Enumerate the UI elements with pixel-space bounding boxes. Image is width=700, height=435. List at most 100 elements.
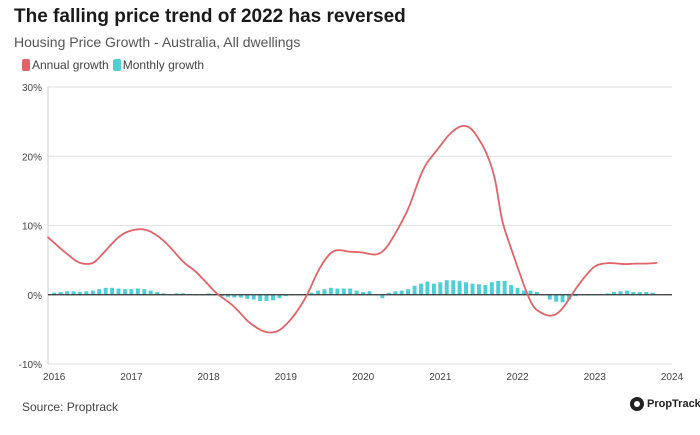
x-tick-labels: 2016 2017 2018 2019 2020 2021 2022 2023 2024: [43, 372, 684, 383]
monthly-bar: [328, 287, 333, 295]
y-tick-label: 10%: [22, 222, 42, 233]
monthly-bar: [457, 280, 462, 295]
brand-name: PropTrack: [647, 398, 700, 410]
monthly-bar: [116, 288, 121, 295]
legend-item-annual[interactable]: Annual growth: [22, 58, 109, 72]
monthly-bar: [470, 283, 475, 295]
monthly-bar: [399, 290, 404, 295]
grid-lines: [47, 86, 672, 365]
monthly-bar: [77, 291, 82, 295]
monthly-bar: [245, 294, 250, 299]
proptrack-logo-icon: [630, 397, 644, 411]
monthly-bar: [489, 282, 494, 295]
monthly-bar: [386, 292, 391, 295]
monthly-bar: [464, 282, 469, 295]
bars-layer: [52, 280, 655, 303]
line-layer: [47, 124, 658, 334]
monthly-bar: [476, 284, 481, 295]
monthly-bar: [361, 291, 366, 295]
monthly-bar: [521, 290, 526, 295]
monthly-bar: [483, 285, 488, 295]
monthly-bar: [515, 287, 520, 295]
monthly-bar: [412, 285, 417, 295]
monthly-bar: [123, 289, 127, 295]
monthly-bar: [444, 280, 449, 295]
x-tick-label: 2021: [429, 372, 452, 383]
monthly-bar: [155, 291, 160, 295]
monthly-bar: [270, 294, 275, 301]
monthly-bar: [251, 294, 256, 300]
monthly-bar: [142, 289, 147, 295]
monthly-bar: [232, 294, 237, 298]
monthly-bar: [258, 294, 263, 301]
monthly-bar: [148, 290, 153, 295]
chart-title: The falling price trend of 2022 has reve…: [14, 6, 406, 27]
y-tick-labels: -10% 0% 10% 20% 30%: [19, 83, 42, 371]
y-tick-label: 20%: [22, 152, 42, 163]
monthly-bar: [341, 288, 346, 295]
x-tick-label: 2022: [506, 372, 529, 383]
monthly-bar: [65, 291, 70, 295]
x-tick-label: 2019: [275, 372, 298, 383]
brand-logo[interactable]: PropTrack: [630, 397, 700, 411]
monthly-bar: [180, 293, 185, 295]
source-note: Source: Proptrack: [22, 400, 119, 414]
monthly-bar: [103, 287, 108, 295]
monthly-bar: [560, 294, 565, 303]
monthly-bar: [547, 294, 552, 300]
x-tick-label: 2024: [661, 372, 684, 383]
monthly-bar: [52, 292, 57, 295]
legend-swatch-annual: [22, 59, 30, 71]
legend-item-monthly[interactable]: Monthly growth: [112, 58, 205, 72]
x-tick-label: 2017: [120, 372, 143, 383]
monthly-bar: [451, 280, 456, 295]
monthly-bar: [644, 291, 649, 295]
monthly-bar: [335, 288, 340, 295]
monthly-bar: [316, 290, 321, 295]
monthly-bar: [97, 289, 102, 295]
monthly-bar: [110, 287, 115, 295]
monthly-bar: [322, 289, 327, 295]
y-tick-label: 30%: [22, 83, 42, 94]
x-tick-label: 2018: [198, 372, 221, 383]
monthly-bar: [264, 294, 269, 301]
monthly-bar: [605, 293, 610, 295]
chart-legend: Annual growth Monthly growth: [22, 58, 208, 72]
monthly-bar: [129, 289, 134, 295]
y-tick-label: 0%: [28, 291, 43, 302]
monthly-bar: [438, 282, 443, 295]
monthly-bar: [367, 291, 372, 295]
monthly-bar: [419, 283, 424, 295]
monthly-bar: [71, 291, 76, 295]
monthly-bar: [174, 293, 179, 295]
monthly-bar: [425, 281, 430, 295]
x-tick-label: 2023: [584, 372, 607, 383]
monthly-bar: [283, 294, 288, 297]
monthly-bar: [161, 293, 166, 295]
legend-label-monthly: Monthly growth: [122, 58, 205, 72]
monthly-bar: [612, 291, 617, 295]
monthly-bar: [573, 294, 578, 297]
monthly-bar: [219, 294, 224, 297]
monthly-bar: [84, 291, 89, 295]
x-tick-label: 2020: [352, 372, 375, 383]
monthly-bar: [277, 294, 282, 299]
monthly-bar: [554, 294, 559, 302]
chart-subtitle: Housing Price Growth - Australia, All dw…: [14, 34, 301, 50]
monthly-bar: [238, 294, 243, 298]
monthly-bar: [393, 291, 398, 295]
monthly-bar: [406, 289, 411, 295]
legend-swatch-monthly: [112, 59, 121, 71]
monthly-bar: [58, 291, 63, 295]
monthly-bar: [650, 292, 655, 295]
monthly-bar: [567, 294, 572, 300]
monthly-bar: [624, 290, 629, 295]
monthly-bar: [135, 288, 140, 295]
monthly-bar: [348, 288, 353, 295]
monthly-bar: [502, 280, 507, 295]
monthly-bar: [509, 285, 514, 295]
annual-growth-line: [47, 124, 658, 334]
monthly-bar: [631, 291, 636, 295]
legend-label-annual: Annual growth: [32, 58, 109, 72]
